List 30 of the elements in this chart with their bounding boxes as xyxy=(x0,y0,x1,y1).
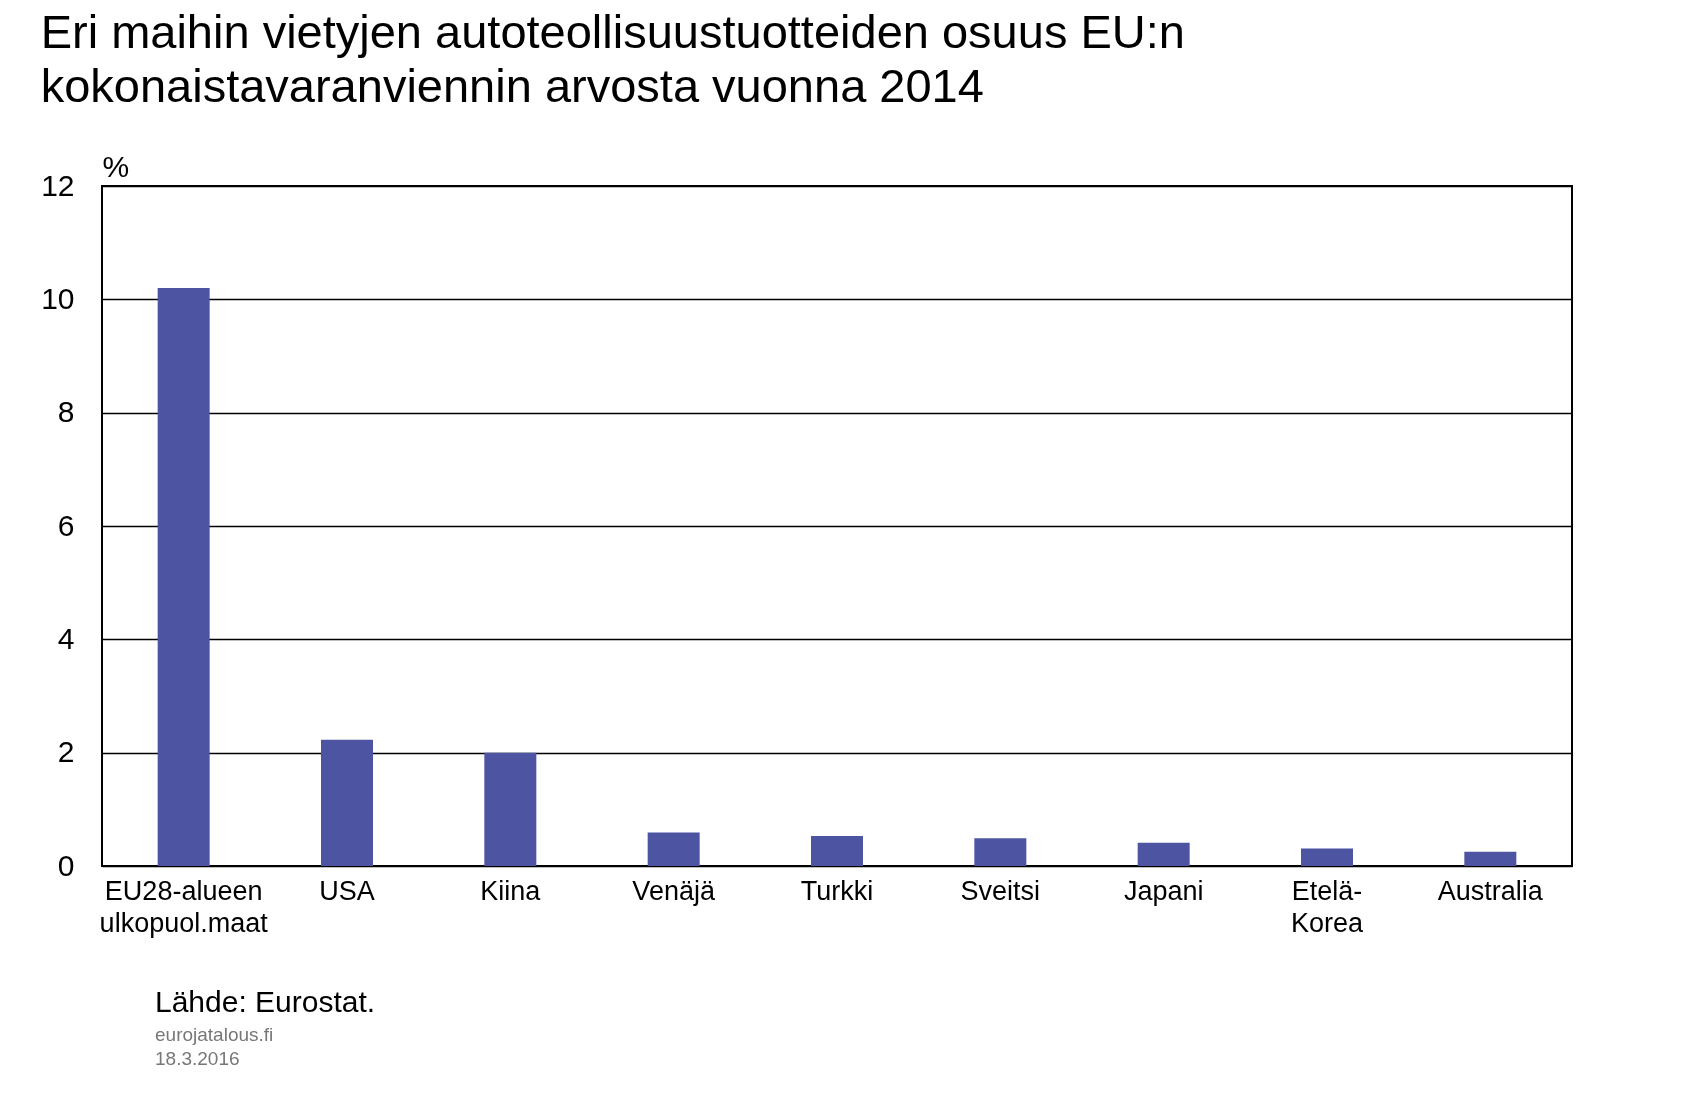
x-tick-label: Sveitsi xyxy=(960,875,1041,906)
y-axis-title: % xyxy=(102,149,130,183)
text: Lähde: Eurostat. xyxy=(155,985,376,1019)
y-tick-label: 4 xyxy=(57,621,75,655)
y-tick-label: 8 xyxy=(57,395,75,429)
y-tick-label: 2 xyxy=(57,735,75,769)
bar xyxy=(1464,851,1517,866)
x-tick-label: Etelä-Korea xyxy=(1290,875,1364,938)
y-tick-label: 6 xyxy=(57,508,75,542)
x-tick-label: Turkki xyxy=(800,875,874,906)
bar xyxy=(1137,842,1190,866)
bar xyxy=(157,288,210,866)
bar xyxy=(974,838,1027,866)
text: eurojatalous.fi xyxy=(155,1023,275,1047)
x-tick-label: Japani xyxy=(1123,875,1204,906)
y-tick-label: 12 xyxy=(41,168,75,202)
chart-title: Eri maihin vietyjen autoteollisuustuotteiden osuus EU:n kokonaistavaranviennin arvosta vuonna 2014 xyxy=(40,5,1185,112)
text: 18.3.2016 xyxy=(155,1047,241,1071)
bar xyxy=(484,752,537,866)
y-tick-label: 10 xyxy=(41,281,75,315)
x-tick-label: USA xyxy=(319,875,375,906)
x-tick-label: Kiina xyxy=(480,875,542,906)
bar xyxy=(647,832,700,866)
x-tick-label: Venäjä xyxy=(632,875,716,906)
bar xyxy=(1301,848,1353,866)
bar xyxy=(321,739,373,866)
x-tick-label: Australia xyxy=(1437,875,1544,906)
y-tick-label: 0 xyxy=(57,848,75,882)
bar xyxy=(811,835,863,866)
x-tick-label: EU28-alueen ulkopuol.maat xyxy=(99,875,269,938)
